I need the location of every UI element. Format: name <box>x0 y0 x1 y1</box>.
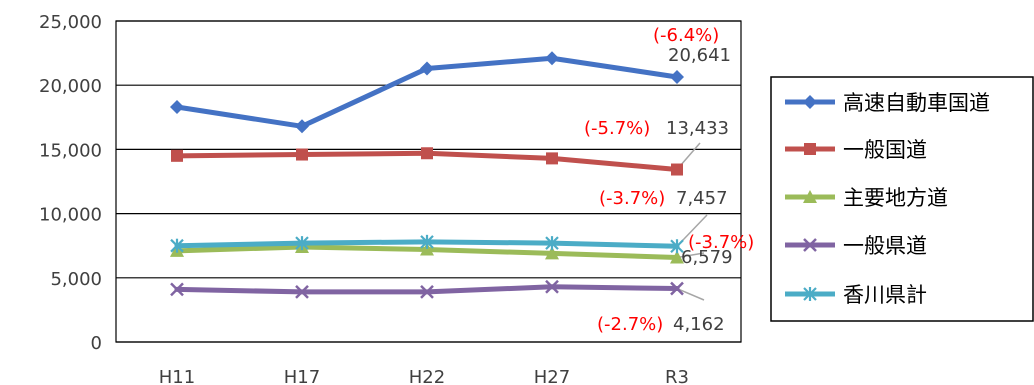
leader-line-3 <box>676 287 705 301</box>
x-tick-label-4: R3 <box>665 367 689 385</box>
x-tick-label-2: H22 <box>409 367 445 385</box>
y-tick-label-5: 25,000 <box>39 12 102 33</box>
point-3-0 <box>170 282 184 297</box>
point-0-3 <box>545 51 559 66</box>
point-3-1-b <box>295 285 309 299</box>
change-label-4: (-3.7%) <box>688 232 754 253</box>
legend-item-2: 主要地方道 <box>785 186 948 210</box>
point-3-4-b <box>670 281 684 296</box>
x-axis: H11 H17 H22 H27 R3 <box>159 367 689 385</box>
point-1-4 <box>671 163 683 176</box>
point-0-0 <box>170 100 184 115</box>
point-2-3 <box>545 246 559 260</box>
x-tick-label-1: H17 <box>284 367 320 385</box>
legend-item-0: 高速自動車国道 <box>785 91 990 115</box>
y-tick-label-4: 20,000 <box>39 76 102 97</box>
legend-item-3: 一般県道 <box>785 234 927 258</box>
point-1-2 <box>421 147 433 160</box>
point-3-1 <box>295 285 309 299</box>
point-3-3-b <box>545 279 559 294</box>
change-label-0: (-6.4%) <box>653 25 719 46</box>
point-3-3 <box>545 279 559 294</box>
point-3-4 <box>670 281 684 296</box>
legend-label-1: 一般国道 <box>843 138 927 162</box>
series-4 <box>170 234 684 254</box>
point-3-2-b <box>420 285 434 299</box>
legend-swatch-marker-2 <box>803 190 817 203</box>
legend-swatch-marker-4 <box>803 287 817 301</box>
legend-label-0: 高速自動車国道 <box>843 91 990 115</box>
change-label-2: (-3.7%) <box>599 188 665 209</box>
end-value-label-4: 7,457 <box>676 188 728 209</box>
point-1-1 <box>296 148 308 161</box>
legend-swatch-marker-1 <box>804 143 816 155</box>
point-3-2 <box>420 285 434 299</box>
legend-label-4: 香川県計 <box>843 283 927 307</box>
series-0 <box>170 51 684 134</box>
point-2-2 <box>420 242 434 256</box>
change-label-3: (-2.7%) <box>597 314 663 335</box>
x-tick-label-0: H11 <box>159 367 195 385</box>
point-0-1 <box>295 119 309 134</box>
series-3 <box>170 279 684 299</box>
point-0-4 <box>670 69 684 84</box>
grid-lines <box>115 20 742 343</box>
series-group <box>170 51 684 299</box>
legend-label-3: 一般県道 <box>843 234 927 258</box>
y-tick-label-0: 0 <box>91 333 102 354</box>
point-2-4 <box>670 250 684 264</box>
end-value-label-1: 13,433 <box>666 118 729 139</box>
y-tick-label-1: 5,000 <box>50 269 102 290</box>
leader-line-2 <box>676 252 705 259</box>
point-4-2 <box>420 234 434 249</box>
legend-swatch-marker-0 <box>803 95 817 109</box>
point-1-0 <box>171 149 183 162</box>
end-value-label-2: 6,579 <box>681 247 733 268</box>
series-1 <box>171 147 683 176</box>
y-axis: 0 5,000 10,000 15,000 20,000 25,000 <box>39 12 102 354</box>
end-value-label-3: 4,162 <box>673 314 725 335</box>
point-0-2 <box>420 61 434 76</box>
legend-item-4: 香川県計 <box>785 283 927 307</box>
point-4-4 <box>670 239 684 254</box>
y-tick-label-3: 15,000 <box>39 140 102 161</box>
point-3-0-b <box>170 282 184 297</box>
end-value-label-0: 20,641 <box>668 45 731 66</box>
y-tick-label-2: 10,000 <box>39 205 102 226</box>
change-label-1: (-5.7%) <box>584 118 650 139</box>
legend-swatch-marker-3-b <box>803 238 817 252</box>
legend-label-2: 主要地方道 <box>843 186 948 210</box>
x-tick-label-3: H27 <box>534 367 570 385</box>
legend-item-1: 一般国道 <box>785 138 927 162</box>
data-labels: 20,641(-6.4%)13,433(-5.7%)6,579(-3.7%)4,… <box>584 25 754 335</box>
point-4-3 <box>545 236 559 251</box>
legend-swatch-marker-3 <box>803 238 817 252</box>
point-4-1 <box>295 236 309 251</box>
point-4-0 <box>170 238 184 253</box>
point-1-3 <box>546 152 558 165</box>
